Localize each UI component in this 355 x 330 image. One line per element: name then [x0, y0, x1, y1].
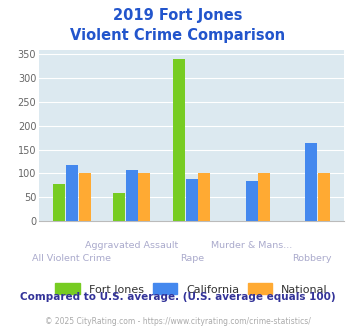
Text: Murder & Mans...: Murder & Mans... — [211, 241, 292, 249]
Text: 2019 Fort Jones: 2019 Fort Jones — [113, 8, 242, 23]
Bar — [138, 174, 151, 221]
Bar — [53, 184, 65, 221]
Text: Aggravated Assault: Aggravated Assault — [85, 241, 179, 249]
Text: All Violent Crime: All Violent Crime — [32, 254, 111, 263]
Bar — [318, 174, 330, 221]
Legend: Fort Jones, California, National: Fort Jones, California, National — [52, 280, 331, 298]
Bar — [198, 174, 210, 221]
Bar — [126, 170, 138, 221]
Text: © 2025 CityRating.com - https://www.cityrating.com/crime-statistics/: © 2025 CityRating.com - https://www.city… — [45, 317, 310, 326]
Bar — [173, 59, 185, 221]
Text: Rape: Rape — [180, 254, 204, 263]
Bar — [305, 144, 317, 221]
Bar — [78, 174, 91, 221]
Text: Compared to U.S. average. (U.S. average equals 100): Compared to U.S. average. (U.S. average … — [20, 292, 335, 302]
Bar — [66, 165, 78, 221]
Bar — [246, 181, 257, 221]
Bar — [258, 174, 270, 221]
Text: Robbery: Robbery — [292, 254, 331, 263]
Bar — [186, 179, 198, 221]
Text: Violent Crime Comparison: Violent Crime Comparison — [70, 28, 285, 43]
Bar — [113, 192, 125, 221]
